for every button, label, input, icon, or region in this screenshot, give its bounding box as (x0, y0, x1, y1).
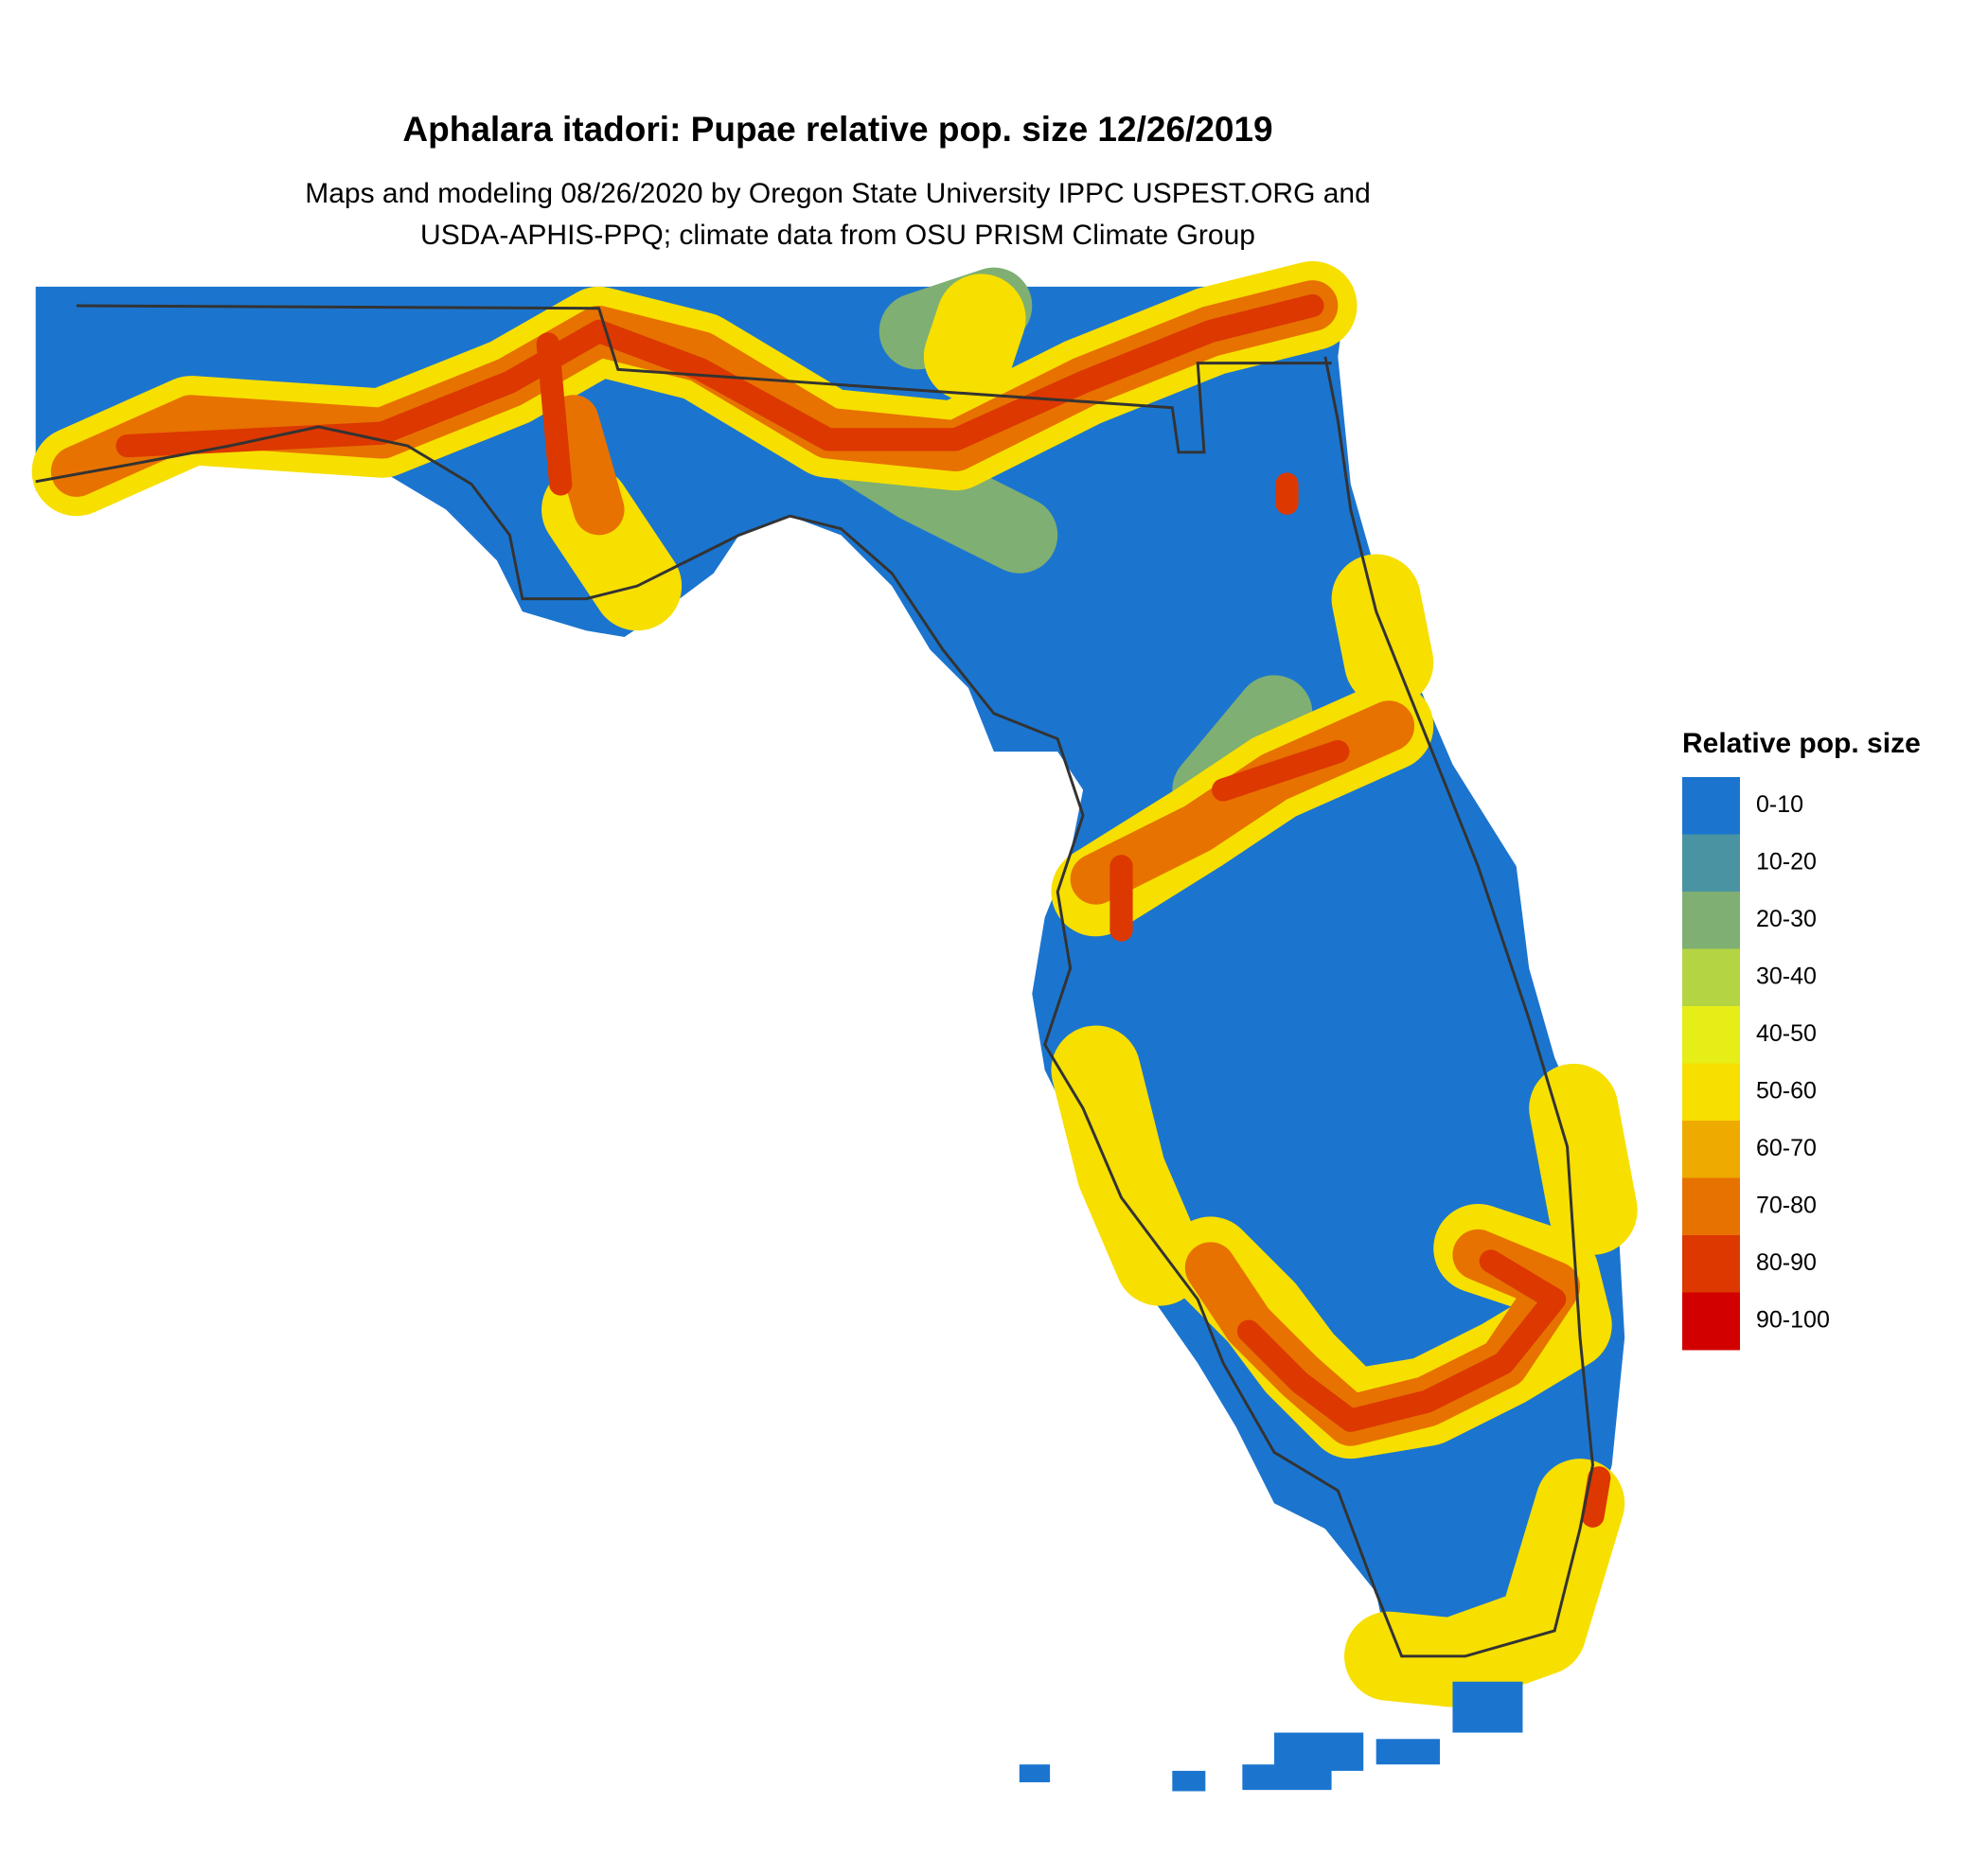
keys-islands (1019, 1681, 1523, 1792)
legend-swatch (1682, 1292, 1740, 1351)
florida-map (31, 260, 1638, 1792)
land-raster (35, 286, 1625, 1695)
legend-label: 40-50 (1756, 1020, 1817, 1047)
legend-label: 60-70 (1756, 1135, 1817, 1161)
zone-orange (50, 280, 1581, 1446)
legend-swatch (1682, 1121, 1740, 1178)
legend-title: Relative pop. size (1682, 728, 1921, 759)
legend: 0-10 10-20 20-30 30-40 40-50 50-60 60-70 70-80 8… (1682, 777, 1830, 1351)
zone-red (115, 293, 1611, 1528)
legend-swatch (1682, 1006, 1740, 1064)
legend-label: 80-90 (1756, 1249, 1817, 1276)
legend-swatch (1682, 1063, 1740, 1122)
map-subtitle: USDA-APHIS-PPQ; climate data from OSU PR… (420, 220, 1255, 251)
map-title: Aphalara itadori: Pupae relative pop. si… (402, 110, 1272, 149)
state-borders (35, 304, 1594, 1658)
legend-swatch (1682, 1177, 1740, 1236)
legend-swatch (1682, 892, 1740, 949)
legend-swatch (1682, 834, 1740, 893)
legend-label: 90-100 (1756, 1306, 1830, 1333)
legend-swatch (1682, 1235, 1740, 1293)
legend-swatch (1682, 777, 1740, 835)
legend-label: 20-30 (1756, 906, 1817, 932)
legend-label: 50-60 (1756, 1077, 1817, 1104)
legend-label: 70-80 (1756, 1192, 1817, 1218)
map-subtitle: Maps and modeling 08/26/2020 by Oregon S… (305, 178, 1371, 209)
legend-label: 10-20 (1756, 848, 1817, 875)
legend-label: 30-40 (1756, 963, 1817, 989)
legend-swatch (1682, 948, 1740, 1007)
legend-label: 0-10 (1756, 791, 1803, 818)
